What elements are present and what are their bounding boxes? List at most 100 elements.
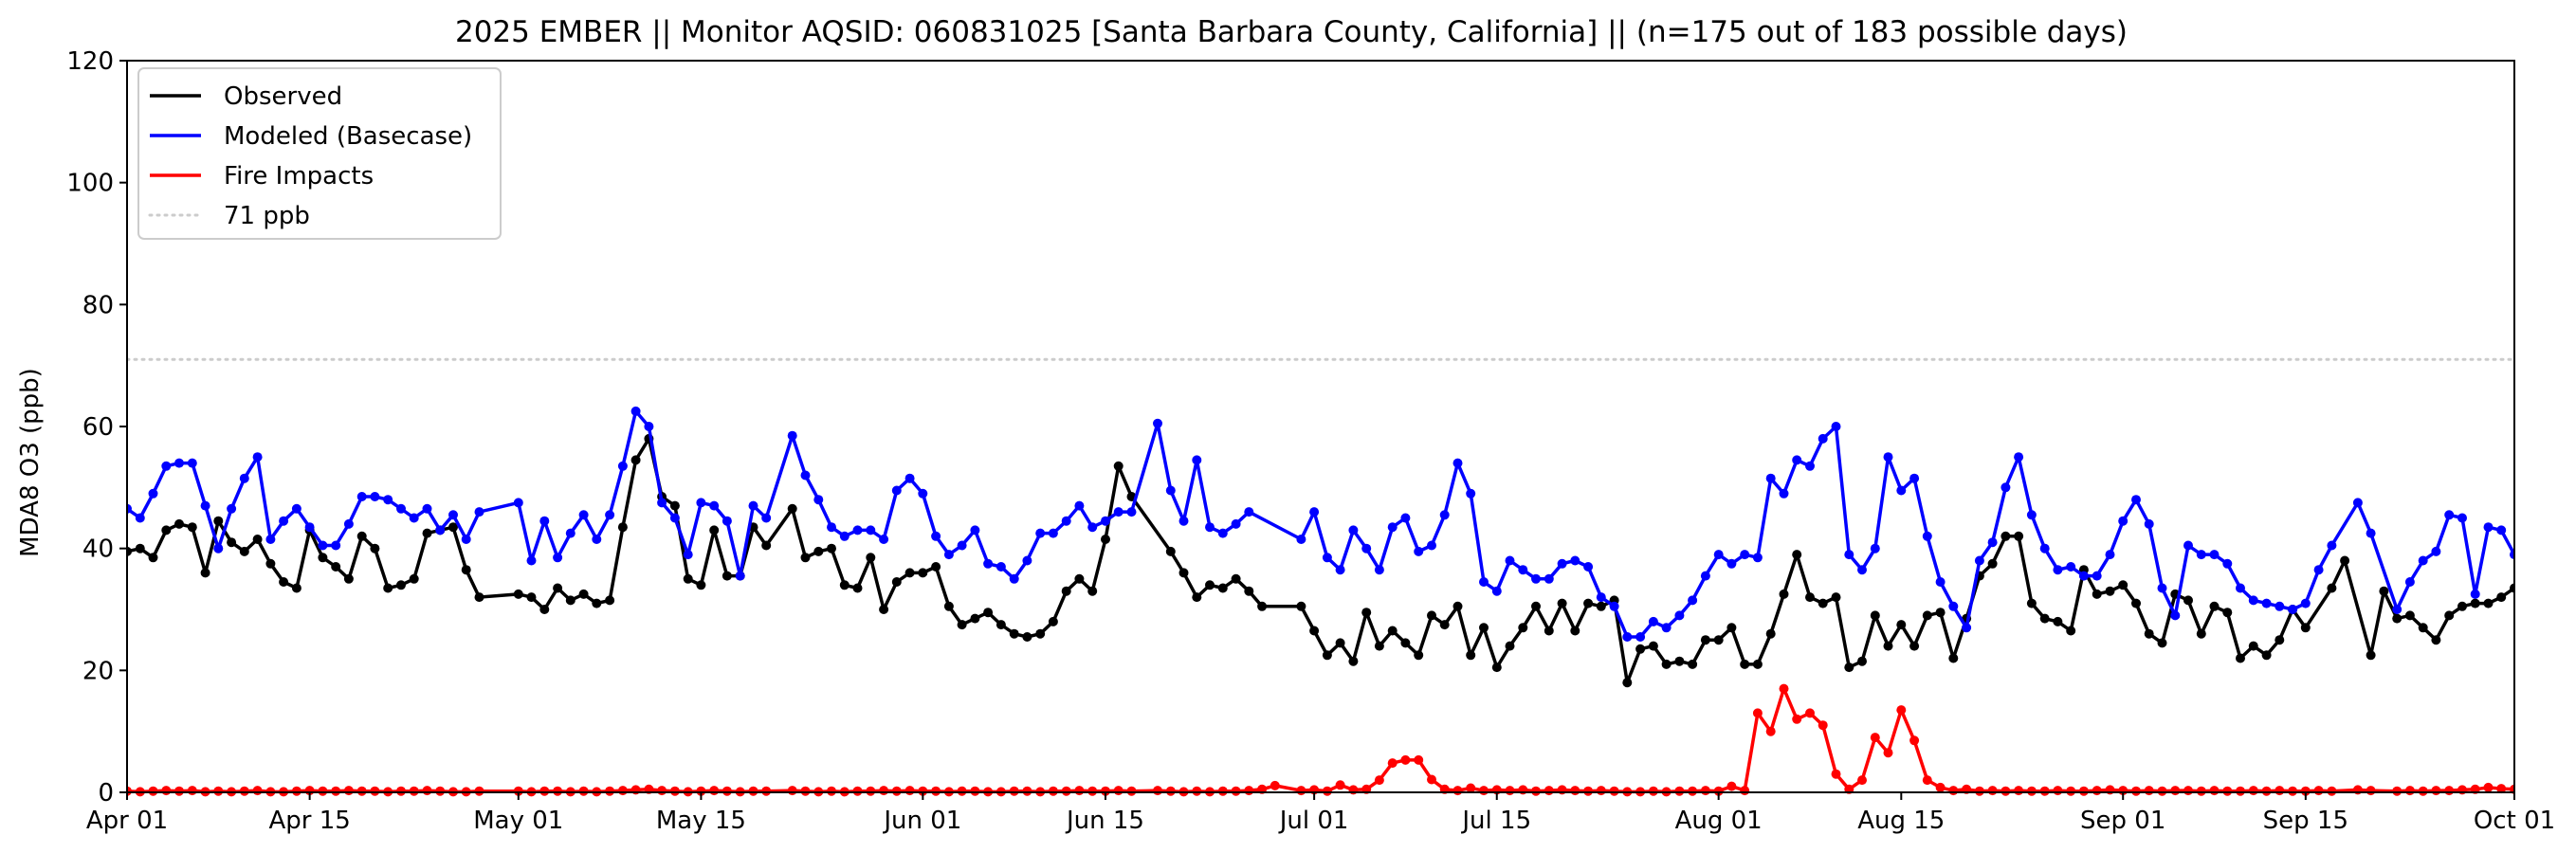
data-point [735,571,745,581]
data-point [2418,623,2428,633]
data-point [227,503,237,514]
data-point [2288,605,2298,614]
data-point [891,485,902,496]
data-point [135,543,145,554]
data-point [2275,786,2285,796]
data-point [1009,628,1019,639]
data-point [839,580,850,590]
data-point [239,786,249,796]
data-point [396,580,406,590]
data-point [1557,558,1567,569]
data-point [553,553,563,563]
data-point [1583,562,1594,572]
data-point [879,535,889,544]
data-point [957,786,967,796]
data-point [722,786,732,796]
data-point [2510,550,2514,560]
data-point [748,786,758,796]
data-point [1335,565,1345,575]
data-point [1231,786,1241,796]
data-point [2327,786,2337,796]
data-point [2261,786,2272,796]
x-tick-label: Sep 01 [2080,807,2165,835]
data-point [1700,635,1710,645]
data-point [343,573,354,584]
data-point [1322,786,1332,796]
data-point [2483,782,2494,792]
data-point [891,786,902,796]
data-point [127,503,132,514]
data-point [1818,433,1828,444]
data-point [1309,626,1320,636]
data-point [1661,659,1672,669]
data-point [617,461,628,471]
series-1 [127,406,2514,642]
data-point [2196,550,2206,560]
data-point [709,500,720,511]
data-point [996,562,1006,572]
data-point [2275,601,2285,611]
data-point [2222,558,2233,569]
x-tick-label: Aug 01 [1675,807,1763,835]
data-point [1335,780,1345,790]
data-point [187,522,197,533]
data-point [2236,786,2245,796]
data-point [931,786,941,796]
series-0 [127,433,2514,688]
data-point [2157,583,2167,593]
data-point [2404,577,2415,587]
data-point [1361,608,1372,618]
data-point [1061,516,1071,526]
data-point [1452,601,1463,611]
data-point [1570,626,1580,636]
data-point [918,488,928,499]
data-point [1792,550,1802,560]
data-point [1948,786,1959,796]
data-point [1974,555,1984,566]
data-point [2039,786,2050,796]
data-point [2496,592,2507,603]
data-point [879,605,889,614]
data-point [2510,583,2514,593]
data-point [2431,635,2441,645]
data-point [1779,589,1789,599]
data-point [931,562,941,572]
data-point [1688,595,1698,606]
data-point [2157,786,2167,796]
data-point [787,430,797,441]
data-point [1818,720,1828,731]
data-point [800,553,811,563]
data-point [1805,592,1815,603]
data-point [2366,650,2376,661]
data-point [1479,786,1489,796]
data-point [1126,786,1137,796]
data-point [1400,638,1411,648]
data-point [1400,754,1411,765]
data-point [827,786,836,796]
data-point [2222,608,2233,618]
data-point [1361,543,1372,554]
data-point [1427,540,1436,551]
data-point [1113,507,1124,517]
data-point [1740,786,1750,796]
data-point [2078,786,2089,796]
data-point [970,525,980,535]
data-point [1987,537,1998,548]
data-point [435,525,446,535]
data-point [761,540,772,551]
data-point [1765,473,1776,483]
data-point [513,498,523,508]
data-point [1818,598,1828,608]
data-point [904,473,915,483]
x-tick-label: May 15 [656,807,746,835]
data-point [1635,632,1646,642]
data-point [800,786,811,796]
data-point [1374,641,1384,651]
y-tick-label: 80 [82,291,114,319]
data-point [2261,598,2272,608]
data-point [1087,522,1098,533]
data-point [356,786,367,796]
data-point [1296,786,1306,796]
data-point [578,589,589,599]
data-point [1805,461,1815,471]
